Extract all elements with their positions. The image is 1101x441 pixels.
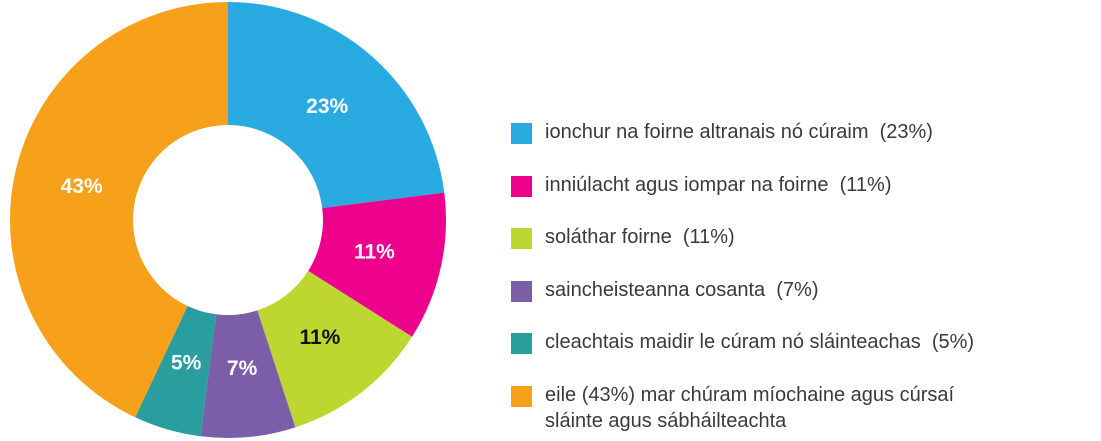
legend-label: cleachtais maidir le cúram nó sláinteach…: [545, 331, 975, 354]
legend-label: saincheisteanna cosanta (7%): [545, 278, 819, 301]
data-label: 11%: [299, 326, 340, 349]
legend-swatch: [511, 280, 532, 302]
slice: [257, 270, 413, 428]
legend-swatch: [511, 386, 532, 407]
legend-swatch: [511, 175, 532, 197]
legend-label: inniúlacht agus iompar na foirne (11%): [545, 173, 892, 196]
legend-label: eile (43%) mar chúram míochaine agus cúr…: [545, 384, 955, 432]
data-label: 11%: [354, 240, 395, 263]
legend-item: cleachtais maidir le cúram nó sláinteach…: [511, 331, 975, 355]
slice: [10, 2, 229, 418]
data-label: 43%: [61, 175, 103, 198]
legend-item: saincheisteanna cosanta (7%): [511, 278, 819, 303]
legend-swatch: [511, 123, 532, 144]
legend-item: soláthar foirne (11%): [511, 226, 735, 250]
legend-item: eile (43%) mar chúram míochaine agus cúr…: [511, 384, 955, 434]
data-label: 23%: [306, 95, 348, 118]
legend-label: soláthar foirne (11%): [545, 226, 735, 249]
slice: [308, 192, 446, 337]
slice: [200, 310, 296, 438]
legend-swatch: [511, 333, 532, 355]
legend-label: ionchur na foirne altranais nó cúraim (2…: [545, 121, 933, 143]
slice: [135, 305, 217, 437]
slice: [228, 2, 445, 209]
data-label: 7%: [227, 357, 258, 380]
data-label: 5%: [171, 352, 202, 375]
legend-swatch: [511, 228, 532, 250]
legend-item: inniúlacht agus iompar na foirne (11%): [511, 173, 892, 198]
legend-item: ionchur na foirne altranais nó cúraim (2…: [511, 121, 933, 145]
